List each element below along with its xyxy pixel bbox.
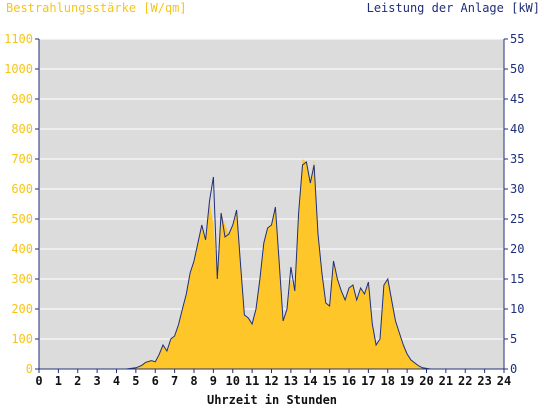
left-tick-label: 500 — [11, 212, 33, 226]
x-tick-label: 22 — [458, 374, 472, 388]
x-tick-label: 19 — [400, 374, 414, 388]
power-line — [39, 161, 504, 370]
x-tick-label: 15 — [322, 374, 336, 388]
x-tick-label: 0 — [35, 374, 42, 388]
x-tick-label: 13 — [284, 374, 298, 388]
right-axis-label: Leistung der Anlage [kW] — [366, 1, 540, 15]
right-tick-label: 15 — [510, 272, 524, 286]
x-tick-label: 24 — [497, 374, 511, 388]
left-tick-label: 1000 — [4, 62, 33, 76]
right-tick-label: 45 — [510, 92, 524, 106]
right-tick-label: 20 — [510, 242, 524, 256]
x-tick-label: 23 — [477, 374, 491, 388]
irradiance-area — [39, 159, 504, 369]
x-tick-label: 12 — [264, 374, 278, 388]
left-tick-label: 100 — [11, 332, 33, 346]
right-tick-label: 55 — [510, 32, 524, 46]
right-tick-label: 5 — [510, 332, 517, 346]
x-tick-label: 11 — [245, 374, 259, 388]
x-tick-label: 21 — [439, 374, 453, 388]
x-axis-label: Uhrzeit in Stunden — [206, 393, 338, 407]
x-tick-label: 8 — [190, 374, 197, 388]
x-tick-label: 6 — [152, 374, 159, 388]
x-tick-label: 1 — [55, 374, 62, 388]
x-tick-label: 10 — [226, 374, 240, 388]
x-tick-label: 14 — [303, 374, 317, 388]
left-tick-label: 600 — [11, 182, 33, 196]
series-group — [39, 159, 504, 370]
right-tick-label: 50 — [510, 62, 524, 76]
left-axis-label: Bestrahlungsstärke [W/qm] — [6, 1, 187, 15]
left-tick-label: 0 — [26, 362, 33, 376]
left-tick-label: 1100 — [4, 32, 33, 46]
x-tick-label: 20 — [419, 374, 433, 388]
x-tick-label: 4 — [113, 374, 120, 388]
x-tick-label: 7 — [171, 374, 178, 388]
right-tick-label: 25 — [510, 212, 524, 226]
left-tick-label: 300 — [11, 272, 33, 286]
x-tick-label: 2 — [74, 374, 81, 388]
tick-labels: 0100200300400500600700800900100011000510… — [4, 32, 524, 388]
left-tick-label: 400 — [11, 242, 33, 256]
left-tick-label: 700 — [11, 152, 33, 166]
x-tick-label: 18 — [381, 374, 395, 388]
right-tick-label: 30 — [510, 182, 524, 196]
right-tick-label: 0 — [510, 362, 517, 376]
grid — [39, 38, 504, 370]
left-tick-label: 200 — [11, 302, 33, 316]
right-tick-label: 10 — [510, 302, 524, 316]
axes — [35, 38, 508, 373]
left-tick-label: 900 — [11, 92, 33, 106]
right-tick-label: 40 — [510, 122, 524, 136]
x-tick-label: 17 — [361, 374, 375, 388]
left-tick-label: 800 — [11, 122, 33, 136]
x-tick-label: 3 — [94, 374, 101, 388]
x-tick-label: 16 — [342, 374, 356, 388]
right-tick-label: 35 — [510, 152, 524, 166]
x-tick-label: 5 — [132, 374, 139, 388]
x-tick-label: 9 — [210, 374, 217, 388]
